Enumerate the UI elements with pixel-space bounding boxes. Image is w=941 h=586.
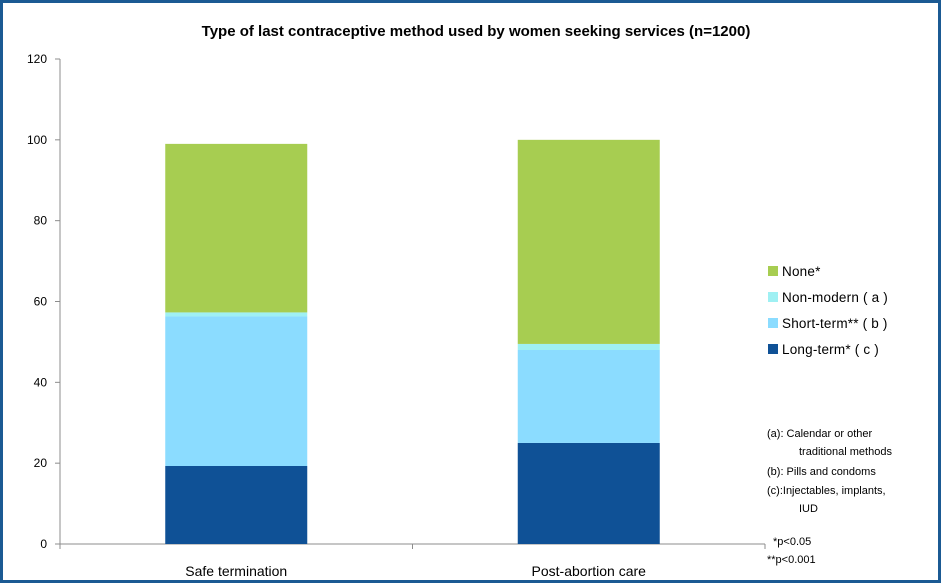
chart-title: Type of last contraceptive method used b…	[202, 23, 751, 40]
bar-segment	[165, 143, 308, 313]
note-a-line2: traditional methods	[799, 446, 892, 458]
note-b: (b): Pills and condoms	[767, 466, 876, 478]
notes: (a): Calendar or other traditional metho…	[767, 428, 892, 566]
significance-p05: *p<0.05	[773, 536, 811, 548]
note-a-line1: (a): Calendar or other	[767, 428, 872, 440]
note-c-line1: (c):Injectables, implants,	[767, 485, 886, 497]
legend-swatch	[768, 266, 778, 276]
y-tick-label: 40	[34, 375, 48, 389]
legend-swatch	[768, 292, 778, 302]
y-tick-label: 0	[40, 537, 47, 551]
bar-segment	[165, 316, 308, 466]
legend-label: Short-term** ( b )	[782, 316, 888, 331]
bar-segment	[165, 312, 308, 317]
chart: Type of last contraceptive method used b…	[27, 23, 892, 579]
note-c-line2: IUD	[799, 503, 818, 515]
bar-segment	[517, 350, 660, 443]
y-tick-label: 100	[27, 133, 47, 147]
bar-segment	[165, 465, 308, 544]
bar-segment	[517, 442, 660, 544]
legend: None* Non-modern ( a ) Short-term** ( b ) L…	[768, 264, 888, 357]
legend-label: Long-term* ( c )	[782, 342, 879, 357]
y-tick-label: 20	[34, 456, 48, 470]
y-tick-label: 80	[34, 214, 48, 228]
y-tick-label: 120	[27, 52, 47, 66]
legend-swatch	[768, 318, 778, 328]
bar-segment	[517, 139, 660, 344]
x-axis-labels: Safe termination Post-abortion care	[185, 563, 646, 579]
x-category-label: Post-abortion care	[532, 563, 647, 579]
legend-label: Non-modern ( a )	[782, 290, 888, 305]
legend-swatch	[768, 344, 778, 354]
bars	[165, 139, 660, 544]
significance-p001: **p<0.001	[767, 554, 816, 566]
legend-label: None*	[782, 264, 821, 279]
y-tick-label: 60	[34, 295, 48, 309]
bar-segment	[517, 343, 660, 350]
x-category-label: Safe termination	[185, 563, 287, 579]
y-axis-ticks: 0 20 40 60 80 100 120	[27, 52, 60, 551]
